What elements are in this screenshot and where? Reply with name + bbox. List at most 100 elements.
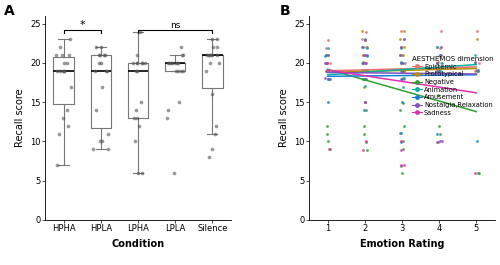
Point [359,53,367,58]
Point [134,69,141,73]
Point [92,108,100,112]
Point [132,61,140,65]
Point [397,60,405,64]
Point [360,53,368,58]
Point [359,45,367,49]
Point [104,131,112,136]
Point [324,77,332,81]
Point [140,61,148,65]
Point [436,53,444,58]
Point [434,92,442,97]
Point [400,37,408,41]
Point [433,61,441,65]
Point [358,61,366,65]
Point [163,116,171,120]
Point [358,68,366,72]
Point [361,61,369,65]
Point [436,139,444,143]
Point [202,69,210,73]
Point [400,29,407,33]
Point [323,68,331,73]
Point [363,54,371,58]
Point [324,69,332,73]
Point [398,164,406,168]
Point [434,60,442,65]
Point [211,131,219,136]
Point [397,139,405,143]
Point [94,61,102,65]
Point [396,53,404,57]
Point [396,53,404,57]
Point [436,53,444,58]
Point [323,61,331,66]
Y-axis label: Recall score: Recall score [279,89,289,147]
Point [473,29,481,33]
Point [322,53,330,58]
Point [52,53,60,57]
Point [203,53,211,57]
Point [360,124,368,128]
Point [473,69,481,73]
Point [132,108,140,112]
Text: A: A [4,4,15,18]
Point [206,53,214,57]
Point [399,139,407,143]
Point [398,170,406,175]
Point [359,148,367,152]
Point [434,124,442,129]
Point [89,147,97,151]
Point [208,53,216,57]
Point [398,29,406,34]
Point [101,53,109,57]
Point [212,124,220,128]
Point [360,61,368,65]
Point [358,45,366,50]
Point [362,68,370,72]
Point [322,69,330,73]
Point [324,53,332,57]
Point [361,100,369,104]
Point [322,46,330,50]
Point [400,77,407,81]
Point [398,140,406,144]
Point [214,61,222,65]
Point [360,77,368,81]
Point [172,61,180,65]
Point [96,139,104,144]
Point [474,68,482,72]
Point [397,69,405,73]
Point [326,77,334,81]
Point [326,77,334,81]
Point [205,53,213,57]
Point [94,53,102,57]
Point [472,37,480,42]
Point [398,100,406,104]
Point [64,124,72,128]
Point [324,53,332,58]
Point [213,53,221,57]
Point [326,147,334,151]
Point [397,148,405,152]
Point [359,77,367,81]
Point [432,69,440,73]
Point [323,131,331,136]
Point [399,53,407,58]
Point [436,131,444,136]
Text: B: B [280,4,290,18]
Point [360,69,368,73]
Point [174,100,182,104]
Point [361,100,369,104]
Point [98,139,106,144]
Point [324,100,332,104]
Point [97,61,105,65]
Point [400,69,408,73]
Point [474,69,482,73]
Point [361,77,369,81]
Point [132,61,140,65]
Point [322,68,330,73]
Y-axis label: Recall score: Recall score [15,89,25,147]
Point [433,68,441,73]
Point [398,77,406,81]
Point [399,101,407,105]
Point [68,85,76,89]
